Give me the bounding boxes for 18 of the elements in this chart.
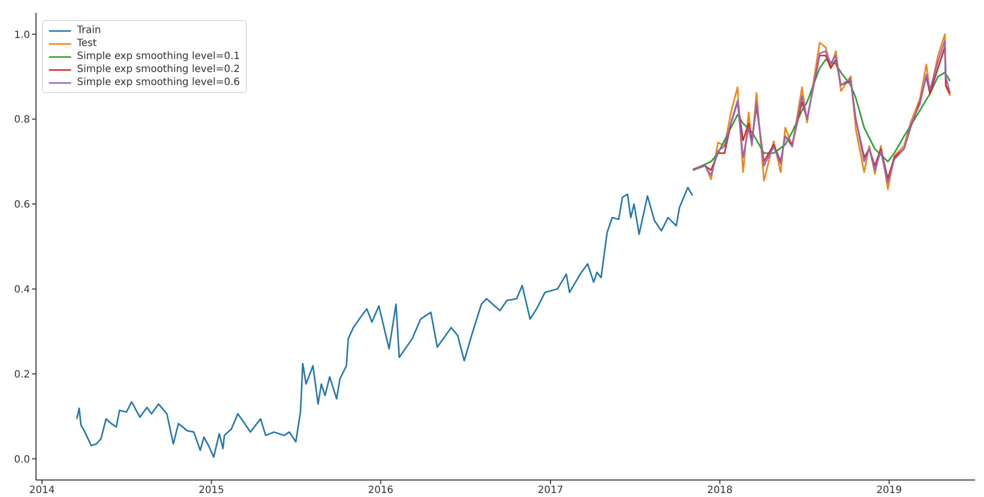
y-tick-label: 0.6 bbox=[14, 200, 30, 211]
line-series bbox=[76, 186, 694, 458]
x-tick-label: 2017 bbox=[538, 485, 564, 496]
legend-label: Simple exp smoothing level=0.2 bbox=[77, 63, 240, 76]
x-tick-label: 2019 bbox=[876, 485, 902, 496]
legend-label: Test bbox=[77, 37, 97, 50]
legend-label: Train bbox=[77, 24, 101, 37]
y-tick-label: 0.0 bbox=[14, 454, 30, 466]
y-tick-label: 0.8 bbox=[14, 114, 30, 126]
x-tick-label: 2016 bbox=[368, 485, 394, 496]
x-tick-label: 2014 bbox=[29, 485, 55, 496]
y-tick-label: 1.0 bbox=[14, 30, 30, 41]
y-tick-label: 0.4 bbox=[14, 284, 30, 296]
x-tick-label: 2018 bbox=[707, 485, 733, 496]
legend-label: Simple exp smoothing level=0.1 bbox=[77, 50, 240, 63]
y-tick-label: 0.2 bbox=[14, 369, 30, 380]
legend-label: Simple exp smoothing level=0.6 bbox=[77, 76, 240, 89]
x-tick-label: 2015 bbox=[198, 485, 224, 496]
